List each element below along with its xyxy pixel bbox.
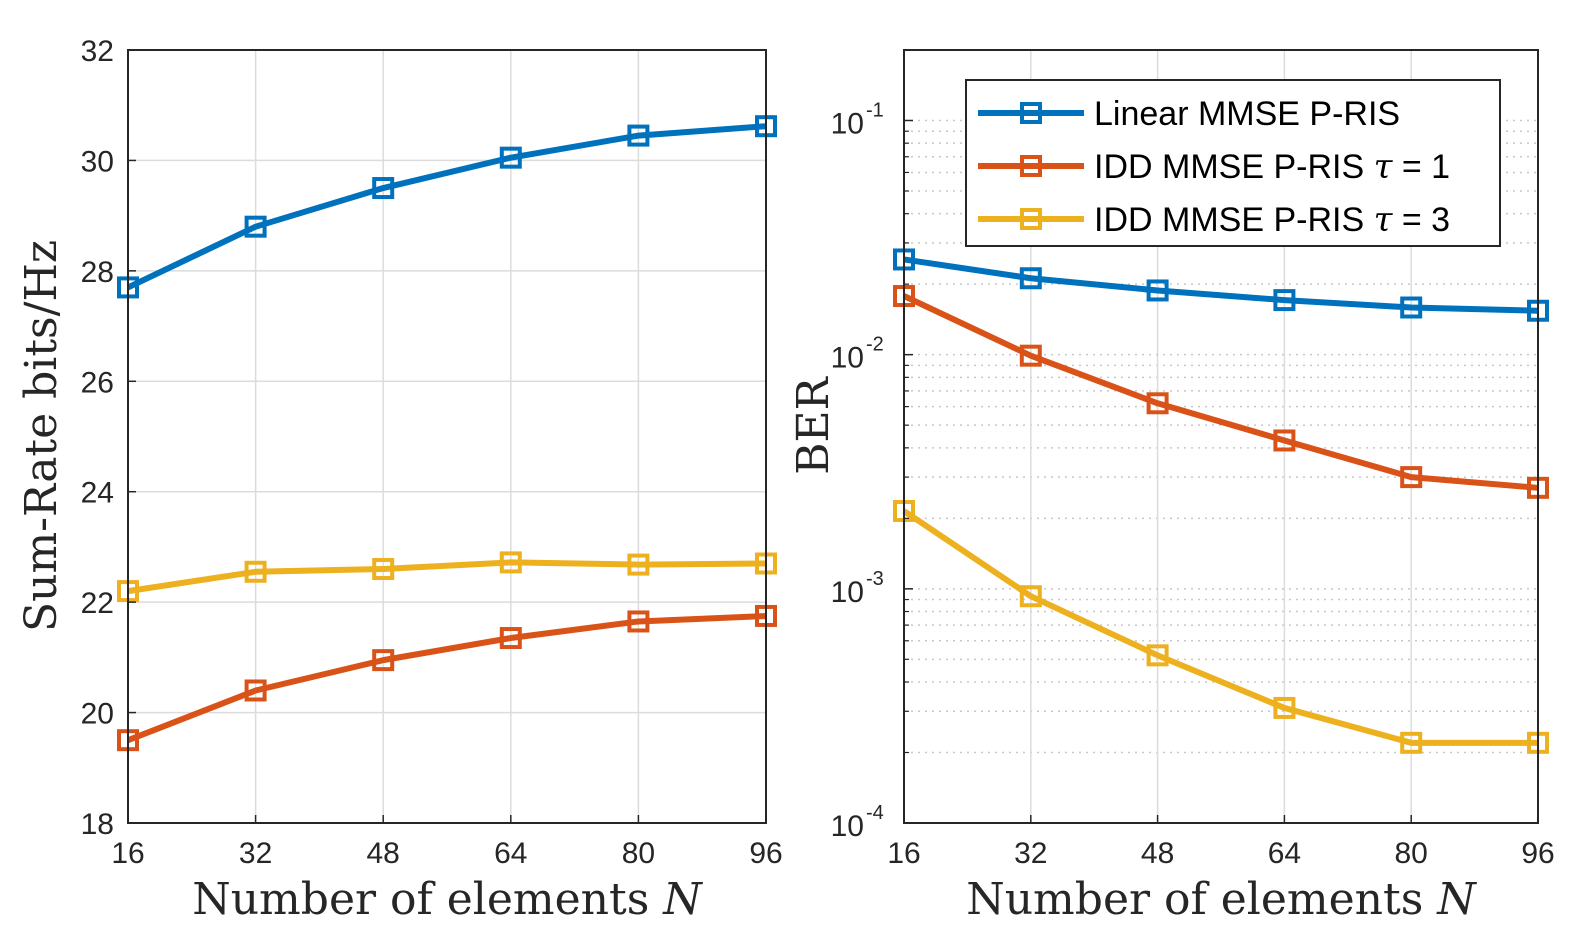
series-marker-2 bbox=[1273, 429, 1296, 452]
y-tick-label: 20 bbox=[81, 698, 114, 731]
x-tick-label: 48 bbox=[1141, 837, 1174, 870]
series-marker-1 bbox=[1019, 267, 1042, 290]
legend-label: Linear MMSE P-RIS bbox=[1094, 95, 1400, 133]
ber-legend: Linear MMSE P-RIS IDD MMSE P-RIS τ = 1 IDD… bbox=[965, 79, 1501, 247]
series-marker-1 bbox=[372, 177, 395, 200]
x-tick-label: 32 bbox=[1014, 837, 1047, 870]
y-tick-label: 10 bbox=[831, 576, 864, 609]
y-tick-exponent: -4 bbox=[866, 802, 884, 824]
x-tick-label: 80 bbox=[1395, 837, 1428, 870]
series-line-3 bbox=[902, 508, 1538, 746]
y-tick-exponent: -1 bbox=[866, 99, 884, 121]
series-line-3 bbox=[127, 559, 767, 595]
y-tick-label: 26 bbox=[81, 366, 114, 399]
sum-rate-series bbox=[117, 115, 777, 752]
series-marker-1 bbox=[1146, 279, 1169, 302]
x-tick-label: 96 bbox=[1521, 837, 1554, 870]
y-tick-label: 10 bbox=[831, 810, 864, 843]
legend-swatch-marker bbox=[1020, 102, 1042, 124]
legend-label: IDD MMSE P-RIS τ = 3 bbox=[1094, 200, 1450, 240]
series-line-2 bbox=[902, 293, 1539, 491]
series-marker-3 bbox=[1273, 696, 1296, 719]
series-marker-3 bbox=[499, 551, 522, 574]
series-marker-1 bbox=[627, 124, 650, 147]
series-marker-2 bbox=[499, 627, 522, 650]
x-tick-label: 48 bbox=[367, 837, 400, 870]
legend-label: IDD MMSE P-RIS τ = 1 bbox=[1094, 147, 1450, 187]
sum-rate-tick-labels: 16 32 48 64 80 96 18 20 22 24 26 28 30 32 bbox=[81, 35, 783, 870]
y-tick-label: 32 bbox=[81, 35, 114, 68]
x-tick-label: 80 bbox=[622, 837, 655, 870]
series-marker-3 bbox=[244, 560, 267, 583]
y-tick-label: 22 bbox=[81, 587, 114, 620]
series-marker-1 bbox=[1273, 289, 1296, 312]
ber-plot-frame bbox=[903, 49, 1539, 824]
y-tick-label: 10 bbox=[831, 342, 864, 375]
series-marker-3 bbox=[1019, 585, 1042, 608]
series-line-2 bbox=[126, 612, 767, 743]
x-tick-label: 16 bbox=[111, 837, 144, 870]
series-line-1 bbox=[903, 256, 1539, 314]
series-marker-2 bbox=[1400, 466, 1423, 489]
series-marker-2 bbox=[244, 679, 267, 702]
series-marker-3 bbox=[1400, 731, 1423, 754]
y-tick-label: 30 bbox=[81, 145, 114, 178]
ber-x-axis-label: Number of elements N bbox=[966, 874, 1477, 925]
sum-rate-x-axis-label: Number of elements N bbox=[192, 874, 703, 925]
series-marker-2 bbox=[1146, 392, 1169, 415]
ber-y-axis-label: BER bbox=[788, 375, 839, 474]
series-marker-3 bbox=[627, 553, 650, 576]
x-tick-label: 96 bbox=[749, 837, 782, 870]
y-tick-exponent: -3 bbox=[866, 568, 884, 590]
series-line-1 bbox=[126, 123, 767, 291]
sum-rate-chart: 16 32 48 64 80 96 18 20 22 24 26 28 30 32 Number of e… bbox=[16, 35, 783, 925]
y-tick-label: 28 bbox=[81, 256, 114, 289]
series-marker-2 bbox=[627, 610, 650, 633]
y-tick-exponent: -2 bbox=[866, 334, 884, 356]
x-tick-label: 16 bbox=[887, 837, 920, 870]
series-marker-1 bbox=[244, 215, 267, 238]
x-tick-label: 32 bbox=[239, 837, 272, 870]
y-tick-label: 10 bbox=[831, 107, 864, 140]
y-tick-label: 18 bbox=[81, 808, 114, 841]
series-marker-1 bbox=[499, 146, 522, 169]
series-marker-2 bbox=[372, 649, 395, 672]
series-marker-3 bbox=[372, 558, 395, 581]
x-tick-label: 64 bbox=[1268, 837, 1301, 870]
sum-rate-y-axis-label: Sum-Rate bits/Hz bbox=[16, 240, 67, 632]
series-marker-1 bbox=[1400, 296, 1423, 319]
x-tick-label: 64 bbox=[494, 837, 527, 870]
series-marker-3 bbox=[1146, 644, 1169, 667]
y-tick-label: 24 bbox=[81, 477, 114, 510]
series-marker-2 bbox=[1019, 344, 1042, 367]
legend-swatch-marker bbox=[1020, 155, 1042, 177]
legend-swatch-marker bbox=[1020, 208, 1042, 230]
sum-rate-plot-frame bbox=[127, 49, 767, 824]
